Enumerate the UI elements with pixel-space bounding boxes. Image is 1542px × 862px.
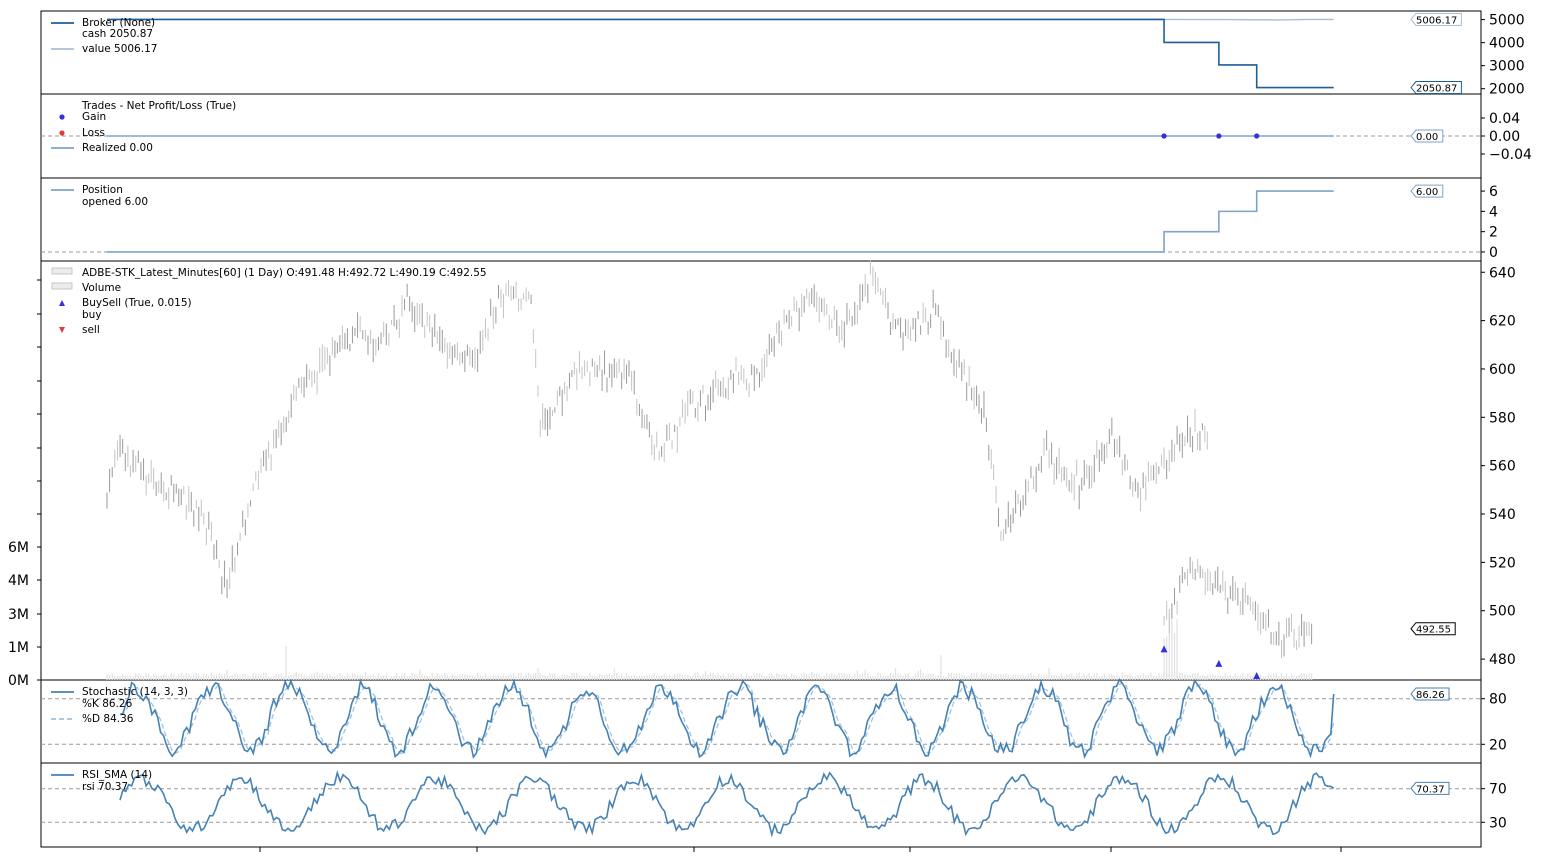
stochastic-legend-label-1: %K 86.26 <box>82 698 133 710</box>
rsi-ytick-label-0: 70 <box>1489 782 1507 798</box>
broker-ytick-label-0: 5000 <box>1489 13 1525 29</box>
buy-marker-1 <box>1215 659 1223 667</box>
trades-realized-label: 0.00 <box>1416 132 1438 143</box>
price-legend-label-4: sell <box>82 324 100 336</box>
trades-ytick-label-2: −0.04 <box>1489 147 1532 163</box>
broker-legend-label-2: value 5006.17 <box>82 43 157 55</box>
stoch-d-line <box>119 682 1335 756</box>
trades-legend-label-0: Trades - Net Profit/Loss (True) <box>81 100 236 112</box>
stoch-k-label-box <box>1410 687 1450 701</box>
volume-tick-label-4: 0M <box>8 673 29 689</box>
price-ytick-label-5: 540 <box>1489 507 1516 523</box>
trade-gain-point-1 <box>1216 133 1222 139</box>
panel-frame-stochastic <box>40 679 1482 764</box>
stochastic-legend-label-0: Stochastic (14, 3, 3) <box>82 686 188 698</box>
panel-frame-rsi <box>40 762 1482 848</box>
price-legend-label-1: Volume <box>82 282 121 294</box>
position-legend-label-0: Position <box>82 184 123 196</box>
broker-legend-label-1: cash 2050.87 <box>82 28 153 40</box>
position-label: 6.00 <box>1416 187 1438 198</box>
volume-tick-label-3: 1M <box>8 640 29 656</box>
volume-tick-label-1: 4M <box>8 573 29 589</box>
panel-frame-broker <box>40 10 1482 95</box>
buy-marker-2 <box>1253 672 1261 679</box>
trades-legend-swatch-2 <box>59 130 65 136</box>
panel-frames: 50004000300020000.040.00−0.0464206406206… <box>8 10 1532 852</box>
buy-marker-0 <box>1160 645 1168 653</box>
trades-legend-label-2: Loss <box>82 127 105 139</box>
broker-cash-label-box <box>1410 81 1462 95</box>
price-ytick-label-4: 560 <box>1489 459 1516 475</box>
panel-frame-price <box>40 260 1482 681</box>
price-legend-label-0: ADBE-STK_Latest_Minutes[60] (1 Day) O:49… <box>82 267 487 279</box>
trades-legend-label-1: Gain <box>82 111 106 123</box>
price-ytick-label-6: 520 <box>1489 555 1516 571</box>
price-legend-swatch-1 <box>51 282 73 290</box>
price-legend-label-2: BuySell (True, 0.015) <box>82 297 192 309</box>
position-line <box>107 190 1334 253</box>
position-ytick-label-2: 2 <box>1489 225 1498 241</box>
volume-tick-label-2: 3M <box>8 607 29 623</box>
price-ytick-label-0: 640 <box>1489 265 1516 281</box>
position-ytick-label-1: 4 <box>1489 204 1498 220</box>
trades-ytick-label-0: 0.04 <box>1489 111 1520 127</box>
position-legend-label-1: opened 6.00 <box>82 196 148 208</box>
price-legend-swatch-0 <box>51 267 73 275</box>
broker-value-label: 5006.17 <box>1416 15 1457 26</box>
panel-content: 5006.17 2050.87 0.00 6.00 492.55 86.26 70.37 <box>41 12 1481 838</box>
rsi-legend-label-1: rsi 70.37 <box>82 781 128 793</box>
panel-legends: Broker (None)cash 2050.87 value 5006.17 Tr… <box>51 17 487 793</box>
trade-gain-point-0 <box>1161 133 1167 139</box>
rsi-legend-label-0: RSI_SMA (14) <box>82 769 152 781</box>
broker-ytick-label-3: 2000 <box>1489 82 1525 98</box>
price-ytick-label-1: 620 <box>1489 314 1516 330</box>
trades-legend-swatch-1 <box>59 114 65 120</box>
price-ytick-label-3: 580 <box>1489 410 1516 426</box>
stochastic-ytick-label-1: 20 <box>1489 737 1507 753</box>
price-ytick-label-7: 500 <box>1489 604 1516 620</box>
position-ytick-label-3: 0 <box>1489 245 1498 261</box>
rsi-line <box>119 770 1335 838</box>
trades-realized-label-box <box>1410 129 1444 143</box>
price-legend-swatch-4 <box>59 327 65 333</box>
broker-value-label-box <box>1410 12 1462 26</box>
broker-cash-label: 2050.87 <box>1416 84 1457 95</box>
price-last-label: 492.55 <box>1416 625 1451 636</box>
price-ytick-label-8: 480 <box>1489 652 1516 668</box>
broker-cash-line <box>107 18 1334 89</box>
stoch-k-line <box>119 678 1335 760</box>
rsi-label-box <box>1410 781 1450 795</box>
broker-ytick-label-2: 3000 <box>1489 59 1525 75</box>
price-legend-swatch-2 <box>59 300 65 306</box>
trade-gain-point-2 <box>1254 133 1260 139</box>
price-bars <box>106 259 1313 659</box>
broker-legend-label-0: Broker (None) <box>82 17 155 29</box>
broker-ytick-label-1: 4000 <box>1489 36 1525 52</box>
rsi-label: 70.37 <box>1416 784 1445 795</box>
price-last-label-box <box>1410 622 1456 636</box>
position-label-box <box>1410 184 1444 198</box>
trades-ytick-label-1: 0.00 <box>1489 129 1520 145</box>
stoch-k-label: 86.26 <box>1416 690 1445 701</box>
volume-tick-label-0: 6M <box>8 540 29 556</box>
price-ytick-label-2: 600 <box>1489 362 1516 378</box>
volume-bars <box>106 613 1313 680</box>
rsi-ytick-label-1: 30 <box>1489 815 1507 831</box>
stochastic-ytick-label-0: 80 <box>1489 692 1507 708</box>
price-legend-label-3: buy <box>82 309 102 321</box>
stochastic-legend-label-2: %D 84.36 <box>82 713 134 725</box>
position-ytick-label-0: 6 <box>1489 184 1498 200</box>
trades-legend-label-3: Realized 0.00 <box>82 142 153 154</box>
